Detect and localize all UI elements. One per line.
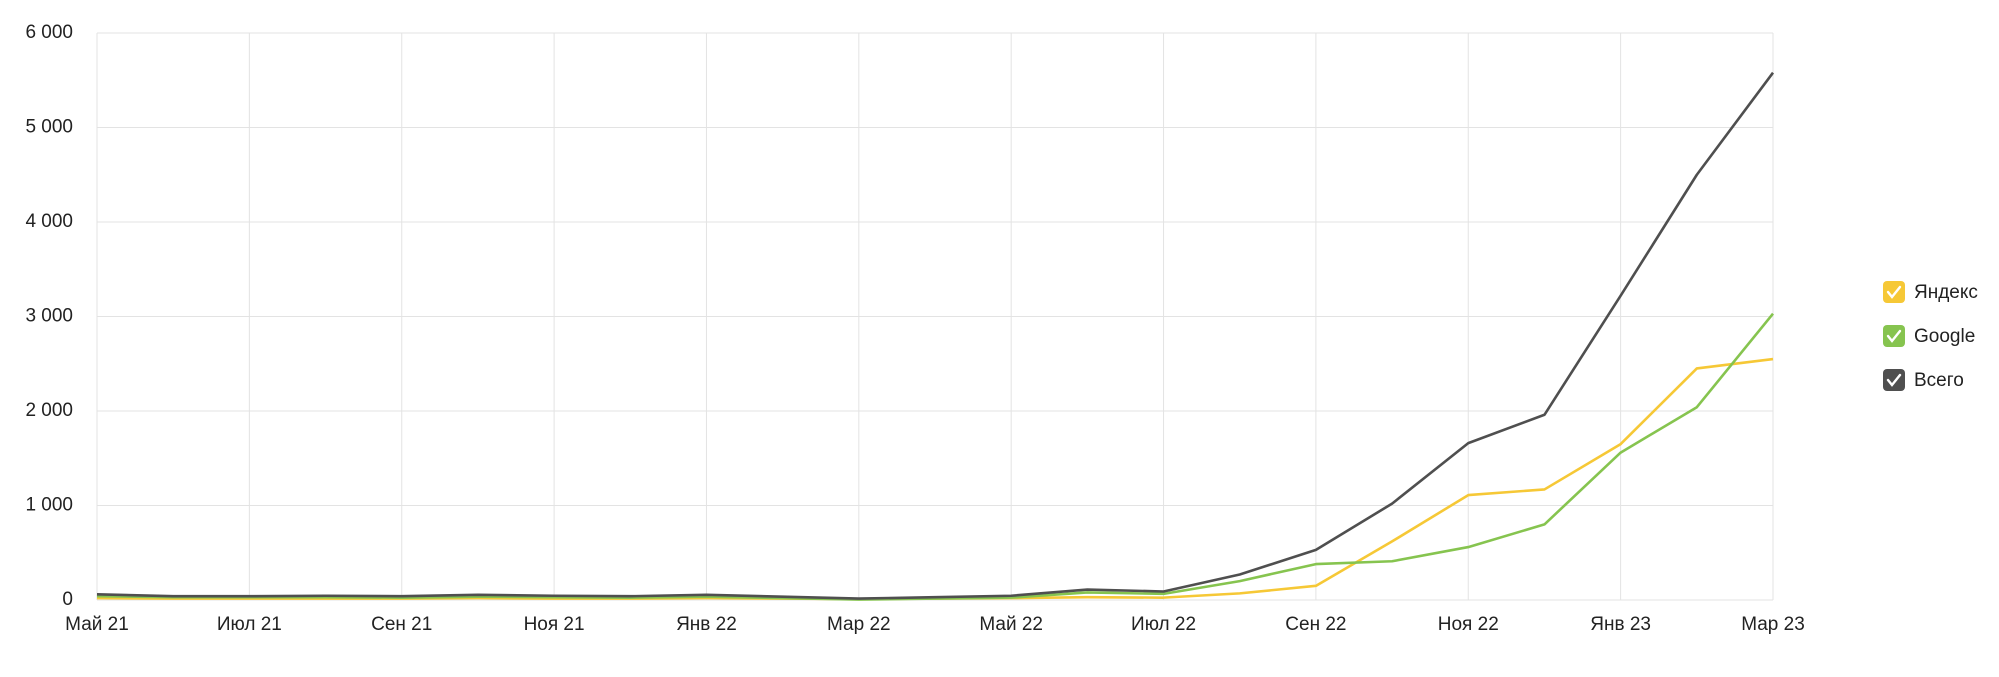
x-tick-label: Июл 21 xyxy=(217,614,282,635)
legend-check xyxy=(1886,373,1902,387)
y-tick-label: 6 000 xyxy=(25,22,73,43)
legend-label: Яндекс xyxy=(1914,282,1978,303)
legend-checkbox[interactable] xyxy=(1883,325,1905,347)
y-tick-label: 0 xyxy=(62,589,73,610)
y-tick-label: 2 000 xyxy=(25,400,73,421)
legend-item[interactable]: Google xyxy=(1883,325,1975,347)
x-tick-label: Мар 23 xyxy=(1741,614,1805,635)
y-tick-label: 4 000 xyxy=(25,211,73,232)
x-tick-label: Сен 22 xyxy=(1285,614,1346,635)
x-tick-label: Июл 22 xyxy=(1131,614,1196,635)
legend-item[interactable]: Яндекс xyxy=(1883,281,1978,303)
x-tick-label: Май 21 xyxy=(65,614,129,635)
x-tick-label: Ноя 21 xyxy=(524,614,585,635)
series-line xyxy=(96,312,1775,601)
y-tick-label: 1 000 xyxy=(25,495,73,516)
x-tick-label: Май 22 xyxy=(979,614,1043,635)
legend-check xyxy=(1886,285,1902,299)
x-tick-label: Янв 23 xyxy=(1590,614,1651,635)
y-tick-label: 3 000 xyxy=(25,306,73,327)
legend-label: Всего xyxy=(1914,370,1964,391)
x-tick-label: Мар 22 xyxy=(827,614,891,635)
legend-check xyxy=(1886,329,1902,343)
legend-item[interactable]: Всего xyxy=(1883,369,1964,391)
series-line xyxy=(96,357,1774,601)
x-tick-label: Ноя 22 xyxy=(1438,614,1499,635)
legend-checkbox[interactable] xyxy=(1883,281,1905,303)
x-tick-label: Янв 22 xyxy=(676,614,737,635)
y-tick-label: 5 000 xyxy=(25,117,73,138)
series-line xyxy=(96,71,1775,600)
legend-checkbox[interactable] xyxy=(1883,369,1905,391)
legend-label: Google xyxy=(1914,326,1975,347)
x-tick-label: Сен 21 xyxy=(371,614,432,635)
